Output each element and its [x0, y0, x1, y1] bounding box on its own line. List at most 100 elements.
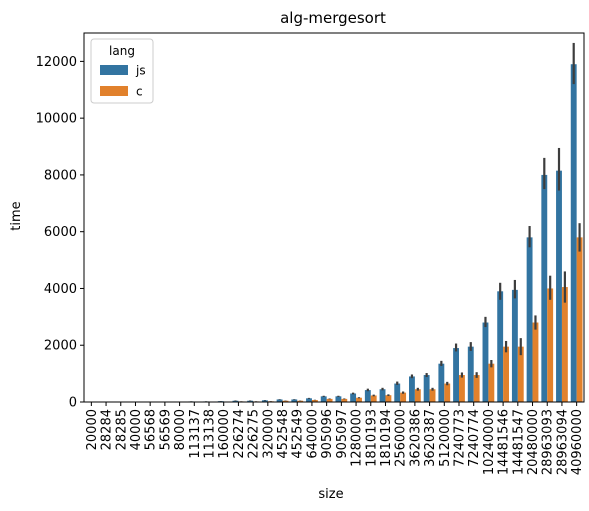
x-tick-label-20480000: 20480000	[526, 409, 541, 475]
bar-c-14481547	[517, 346, 524, 402]
bar-js-1810193	[364, 390, 371, 402]
legend-swatch-js	[100, 65, 128, 75]
bar-c-2560000	[400, 392, 407, 402]
x-tick-label-56569: 56569	[158, 409, 173, 450]
x-tick-label-3620387: 3620387	[423, 409, 438, 467]
bar-js-28963093	[541, 174, 548, 402]
x-tick-label-905097: 905097	[335, 409, 350, 459]
y-tick-label-12000: 12000	[36, 55, 77, 70]
bar-c-452548	[282, 400, 289, 402]
y-tick-label-0: 0	[69, 396, 77, 411]
x-tick-label-452549: 452549	[291, 409, 306, 459]
x-tick-label-452548: 452548	[276, 409, 291, 459]
x-tick-label-80000: 80000	[173, 409, 188, 450]
plot-frame	[83, 32, 585, 403]
bar-js-14481547	[511, 289, 518, 402]
bar-c-1810194	[385, 395, 392, 402]
x-tick-label-40960000: 40960000	[570, 409, 585, 475]
bar-c-452549	[297, 400, 304, 402]
x-tick-label-7240773: 7240773	[453, 409, 468, 467]
bar-c-1280000	[356, 397, 362, 402]
x-tick-label-226274: 226274	[232, 409, 247, 459]
legend-label-c: c	[136, 85, 143, 99]
bar-c-905097	[341, 398, 348, 402]
bar-js-226275	[247, 400, 254, 402]
bar-c-3620387	[429, 389, 436, 402]
legend-title: lang	[109, 44, 135, 58]
chart-title: alg-mergesort	[280, 9, 386, 27]
bars-layer	[85, 64, 583, 402]
x-tick-label-7240774: 7240774	[467, 409, 482, 467]
x-axis: 20000 28284 28285 40000 56568 56569 80000 11313…	[85, 402, 585, 475]
bar-js-20480000	[526, 237, 533, 402]
legend-label-js: js	[135, 64, 146, 78]
bar-js-905097	[335, 396, 342, 402]
bar-js-2560000	[394, 383, 401, 402]
bar-js-452549	[291, 399, 298, 402]
bar-js-320000	[261, 400, 268, 402]
x-tick-label-56568: 56568	[144, 409, 159, 450]
x-tick-label-14481546: 14481546	[497, 409, 512, 475]
bar-c-7240773	[459, 375, 465, 402]
bar-c-28963093	[547, 288, 554, 402]
y-axis: 0 2000 4000 6000 8000 10000 12000	[36, 55, 84, 411]
bar-js-10240000	[482, 322, 489, 402]
errorbars-layer	[87, 42, 581, 402]
bar-js-5120000	[438, 363, 445, 402]
bar-js-640000	[306, 398, 312, 402]
x-tick-label-28963094: 28963094	[555, 409, 570, 475]
bar-c-10240000	[488, 363, 495, 402]
x-tick-label-28963093: 28963093	[541, 409, 556, 475]
bar-js-452548	[276, 399, 283, 402]
x-tick-label-320000: 320000	[261, 409, 276, 459]
bar-c-20480000	[532, 322, 539, 402]
bar-js-1810194	[379, 389, 386, 402]
bar-js-7240774	[467, 346, 474, 402]
x-tick-label-113138: 113138	[203, 409, 218, 459]
x-tick-label-160000: 160000	[217, 409, 232, 459]
x-tick-label-226275: 226275	[247, 409, 262, 459]
bar-js-905096	[320, 396, 327, 402]
bar-c-640000	[311, 400, 318, 402]
bar-js-1280000	[350, 393, 357, 402]
x-tick-label-10240000: 10240000	[482, 409, 497, 475]
x-tick-label-2560000: 2560000	[394, 409, 409, 467]
x-tick-label-28284: 28284	[100, 409, 115, 450]
bar-c-28963094	[561, 287, 568, 402]
bar-js-40960000	[570, 64, 577, 402]
bar-js-3620386	[409, 376, 415, 402]
x-tick-label-1280000: 1280000	[350, 409, 365, 467]
x-tick-label-905096: 905096	[320, 409, 335, 459]
bar-c-14481546	[503, 346, 509, 402]
x-tick-label-20000: 20000	[85, 409, 100, 450]
x-tick-label-640000: 640000	[305, 409, 320, 459]
bar-js-7240773	[453, 348, 459, 402]
x-tick-label-14481547: 14481547	[511, 409, 526, 475]
x-tick-label-28285: 28285	[114, 409, 129, 450]
bar-js-3620387	[423, 375, 430, 402]
x-axis-label: size	[318, 487, 343, 502]
x-tick-label-113137: 113137	[188, 409, 203, 459]
x-tick-label-5120000: 5120000	[438, 409, 453, 467]
y-axis-label: time	[9, 201, 24, 230]
y-tick-label-8000: 8000	[44, 168, 77, 183]
y-tick-label-4000: 4000	[44, 282, 77, 297]
bar-js-14481546	[497, 291, 504, 402]
bar-c-40960000	[576, 237, 583, 402]
x-tick-label-40000: 40000	[129, 409, 144, 450]
legend-swatch-c	[100, 86, 128, 96]
bar-c-3620386	[414, 389, 421, 402]
y-tick-label-2000: 2000	[44, 339, 77, 354]
bar-js-28963094	[556, 170, 562, 402]
x-tick-label-1810194: 1810194	[379, 409, 394, 467]
y-tick-label-6000: 6000	[44, 225, 77, 240]
bar-c-7240774	[473, 375, 480, 402]
bar-c-905096	[326, 398, 333, 402]
x-tick-label-3620386: 3620386	[408, 409, 423, 467]
y-tick-label-10000: 10000	[36, 112, 77, 127]
bar-c-1810193	[370, 395, 377, 402]
x-tick-label-1810193: 1810193	[364, 409, 379, 467]
bar-c-5120000	[444, 383, 451, 402]
